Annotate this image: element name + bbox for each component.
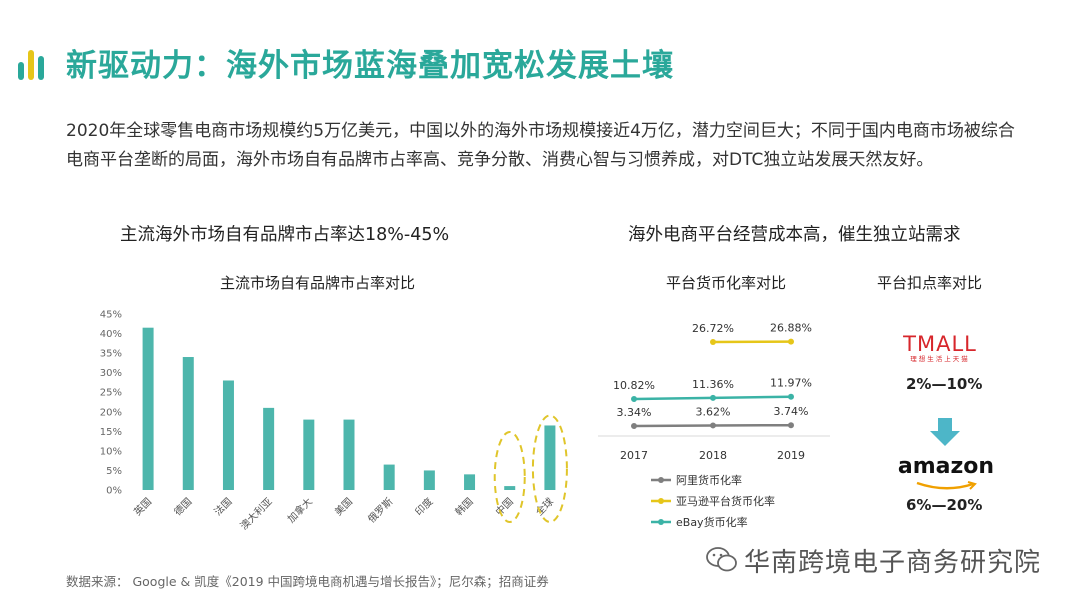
legend-marker (658, 498, 664, 504)
y-tick-label: 0% (106, 486, 122, 497)
line-chart-title: 平台货币化率对比 (666, 274, 787, 292)
x-tick-label: 俄罗斯 (365, 495, 395, 525)
highlight-ellipse (493, 431, 526, 523)
bar-chart: 0% 5% 10% 15% 20% 25% 30% 35% 40% 45% 英国 德国 法国 澳大利亚 加拿… (100, 310, 568, 532)
legend-label: 亚马逊平台货币化率 (676, 494, 775, 508)
data-point (710, 394, 716, 401)
tmall-logo: TMALL 理想生活上天猫 (903, 332, 977, 363)
data-label: 3.34% (617, 406, 652, 419)
x-tick-label: 英国 (131, 495, 154, 518)
brand-bars-icon (18, 44, 48, 80)
x-tick-label: 2019 (777, 449, 805, 462)
legend-label: 阿里货币化率 (676, 473, 742, 487)
x-tick-label: 2018 (699, 449, 727, 462)
highlight-ellipse (531, 414, 568, 524)
tmall-fee-range: 2%—10% (906, 375, 983, 393)
bar (182, 357, 194, 490)
data-point (710, 422, 716, 429)
x-tick-label: 印度 (412, 495, 435, 518)
data-point (788, 422, 794, 429)
amazon-smile-icon (916, 481, 977, 490)
data-label: 26.72% (692, 322, 734, 335)
bar-chart-title: 主流市场自有品牌市占率对比 (220, 274, 416, 292)
x-tick-label: 2017 (620, 449, 648, 462)
fee-title: 平台扣点率对比 (877, 274, 983, 292)
y-tick-label: 40% (100, 329, 122, 340)
bar (303, 419, 315, 490)
data-label: 10.82% (613, 379, 655, 392)
data-point (710, 339, 716, 345)
x-tick-label: 韩国 (452, 495, 475, 518)
data-label: 11.36% (692, 378, 734, 391)
down-arrow-icon (930, 418, 960, 446)
bar (544, 425, 556, 490)
y-tick-label: 35% (100, 349, 122, 360)
left-section-heading: 主流海外市场自有品牌市占率达18%-45% (120, 225, 450, 245)
data-point (631, 396, 637, 402)
y-tick-label: 20% (100, 407, 122, 418)
page-title: 新驱动力：海外市场蓝海叠加宽松发展土壤 (66, 48, 674, 84)
bar (222, 380, 234, 490)
wechat-icon (706, 547, 737, 572)
y-tick-label: 30% (100, 368, 122, 379)
legend-marker (658, 519, 664, 525)
bar (423, 470, 435, 490)
x-tick-label: 澳大利亚 (237, 495, 274, 532)
y-tick-label: 5% (106, 466, 122, 477)
x-tick-label: 加拿大 (285, 495, 315, 525)
y-tick-label: 45% (100, 310, 122, 321)
data-point (788, 338, 794, 345)
amazon-fee-range: 6%—20% (906, 496, 983, 514)
legend-marker (658, 477, 664, 483)
data-point (631, 423, 637, 429)
bar (263, 407, 275, 490)
data-label: 26.88% (770, 322, 812, 335)
y-tick-label: 25% (100, 388, 122, 399)
watermark: 华南跨境电子商务研究院 (744, 548, 1042, 578)
data-label: 11.97% (770, 377, 812, 390)
bar (383, 464, 395, 490)
bar (142, 327, 154, 490)
data-label: 3.74% (774, 405, 809, 418)
right-section-heading: 海外电商平台经营成本高，催生独立站需求 (628, 225, 961, 245)
y-tick-label: 10% (100, 446, 122, 457)
x-tick-label: 美国 (332, 495, 355, 518)
x-tick-label: 德国 (171, 495, 194, 518)
bar (464, 474, 476, 490)
data-point (788, 393, 794, 400)
intro-paragraph: 2020年全球零售电商市场规模约5万亿美元，中国以外的海外市场规模接近4万亿，潜… (66, 121, 1015, 170)
bar (504, 486, 516, 490)
data-label: 3.62% (696, 405, 731, 418)
line-chart: 2017 2018 2019 3.34% 3.62% 3.74% 26.72% 26.88% 1… (598, 322, 830, 529)
legend-label: eBay货币化率 (676, 515, 748, 529)
y-tick-label: 15% (100, 427, 122, 438)
bar (343, 419, 355, 490)
source-note: 数据来源： Google & 凯度《2019 中国跨境电商机遇与增长报告》；尼尔… (66, 574, 549, 589)
amazon-logo: amazon (896, 455, 996, 498)
x-tick-label: 法国 (211, 495, 234, 518)
